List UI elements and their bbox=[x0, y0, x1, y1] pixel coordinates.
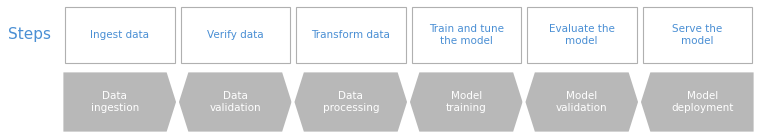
Polygon shape bbox=[639, 71, 755, 133]
Text: Model
training: Model training bbox=[446, 91, 487, 113]
Text: Transform data: Transform data bbox=[311, 30, 390, 40]
Text: Data
ingestion: Data ingestion bbox=[91, 91, 139, 113]
Text: Data
validation: Data validation bbox=[209, 91, 261, 113]
Text: Verify data: Verify data bbox=[207, 30, 263, 40]
Polygon shape bbox=[62, 71, 178, 133]
Bar bbox=[65, 7, 175, 63]
Bar bbox=[642, 7, 752, 63]
Text: Evaluate the
model: Evaluate the model bbox=[549, 24, 615, 46]
Text: Ingest data: Ingest data bbox=[90, 30, 150, 40]
Polygon shape bbox=[524, 71, 639, 133]
Text: Serve the
model: Serve the model bbox=[672, 24, 723, 46]
Text: Steps: Steps bbox=[8, 28, 51, 43]
Text: Train and tune
the model: Train and tune the model bbox=[429, 24, 504, 46]
Bar bbox=[411, 7, 521, 63]
Text: Data
processing: Data processing bbox=[323, 91, 379, 113]
Bar bbox=[527, 7, 636, 63]
Polygon shape bbox=[408, 71, 524, 133]
Text: Model
deployment: Model deployment bbox=[671, 91, 733, 113]
Bar bbox=[181, 7, 290, 63]
Bar bbox=[296, 7, 405, 63]
Text: Model
validation: Model validation bbox=[556, 91, 607, 113]
Polygon shape bbox=[178, 71, 293, 133]
Polygon shape bbox=[293, 71, 408, 133]
